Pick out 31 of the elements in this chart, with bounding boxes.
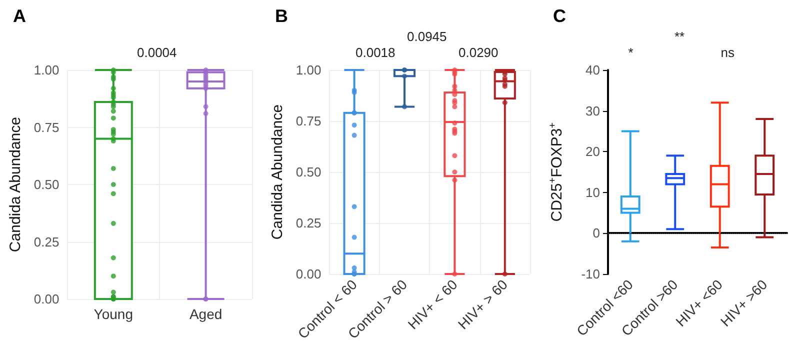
y-tick-label: 1.00 [296,62,322,78]
text: 0.0945 [407,29,447,44]
text: 0.0018 [356,45,396,60]
y-tick-label: 0.25 [34,234,60,250]
text: 0.0004 [137,45,177,60]
y-tick-label: 0.00 [296,266,322,282]
y-tick-label: 0.25 [296,216,322,230]
y-tick-label: 0.75 [34,120,60,135]
y-tick-label: 10 [586,184,600,200]
y-tick-label: 0.50 [296,164,322,180]
chart-title: A [13,6,26,26]
text: * [628,45,634,60]
x-tick-label: Young [94,306,134,322]
text: ns [720,45,735,60]
y-tick-label: 0.50 [34,177,60,192]
text: 0.0290 [458,45,498,60]
chart-title: B [275,6,288,26]
y-tick-label: -10 [581,266,600,282]
y-axis-title: CD25+FOXP3+ [548,122,566,222]
text: ** [674,29,685,44]
x-tick-label: Aged [189,306,222,322]
y-tick-label: 1.00 [34,62,60,78]
y-tick-label: 0 [592,226,600,241]
y-tick-label: 0.75 [296,114,322,128]
y-axis-title: Candida Abundance [269,104,286,240]
y-tick-label: 40 [586,62,600,78]
y-tick-label: 30 [586,103,600,118]
y-tick-label: 20 [586,144,600,160]
y-axis-title: Candida Abundance [7,116,24,252]
chart-title: C [553,6,566,26]
y-tick-label: 0.00 [34,292,60,306]
